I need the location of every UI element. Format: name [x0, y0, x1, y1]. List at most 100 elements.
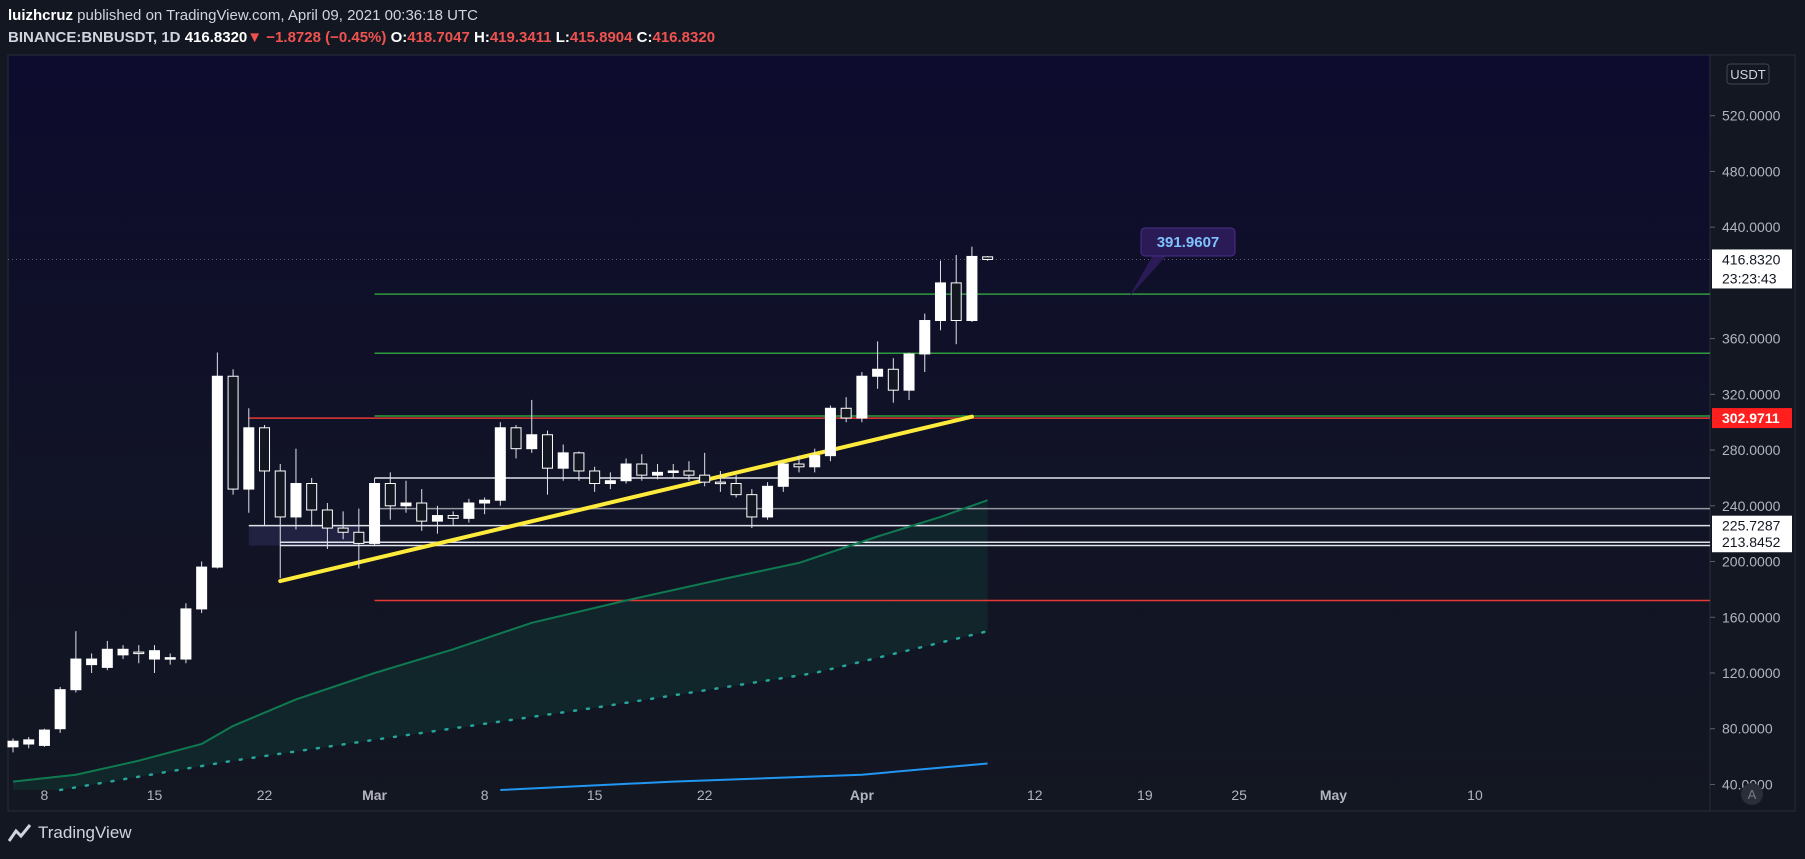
- candle-down: [227, 375, 239, 490]
- close-label: C:: [636, 29, 653, 46]
- chart-pane[interactable]: [7, 54, 1711, 812]
- publish-info: luizhcruz published on TradingView.com, …: [8, 7, 478, 24]
- y-tick-label: 320.0000: [1722, 386, 1781, 402]
- price-scale[interactable]: [1709, 54, 1796, 812]
- price-label-box: [1712, 408, 1792, 429]
- candle-down: [321, 509, 333, 529]
- low-value: 415.8904: [569, 29, 633, 46]
- author-name[interactable]: luizhcruz: [8, 7, 74, 24]
- y-tick-label: 520.0000: [1722, 108, 1781, 124]
- candle-up: [856, 375, 868, 419]
- candle-up: [290, 483, 302, 518]
- candle-up: [934, 282, 946, 322]
- price-label-text: 23:23:43: [1722, 270, 1777, 286]
- candle-up: [903, 353, 915, 391]
- candle-up: [463, 502, 475, 519]
- x-tick-label: Apr: [850, 787, 875, 803]
- tradingview-brand: TradingView: [38, 823, 132, 842]
- y-tick-label: 480.0000: [1722, 163, 1781, 179]
- price-label-box: [1712, 515, 1792, 536]
- published-text: published on TradingView.com, April 09, …: [73, 7, 478, 24]
- x-tick-label: 15: [147, 787, 163, 803]
- candle-down: [746, 494, 758, 518]
- annotation-text: 391.9607: [1157, 234, 1220, 251]
- x-tick-label: 12: [1027, 787, 1043, 803]
- annotation-pointer: [1129, 255, 1167, 298]
- candle-up: [180, 608, 192, 660]
- close-value: 416.8320: [652, 29, 716, 46]
- price-label-box: [1712, 249, 1792, 270]
- candle-up: [824, 407, 836, 457]
- candle-up: [7, 740, 19, 748]
- candle-up: [526, 434, 538, 450]
- candle-down: [353, 531, 365, 544]
- candle-down: [337, 527, 349, 533]
- auto-scale-label: A: [1748, 787, 1757, 802]
- candle-up: [23, 739, 35, 745]
- candle-up: [762, 485, 774, 518]
- candle-up: [86, 658, 98, 666]
- down-arrow-icon: ▼: [247, 29, 263, 46]
- candle-up: [196, 566, 208, 610]
- x-tick-label: Mar: [362, 787, 387, 803]
- candle-up: [369, 483, 381, 544]
- candle-down: [636, 463, 648, 476]
- x-tick-label: 19: [1137, 787, 1153, 803]
- candle-up: [777, 463, 789, 487]
- y-tick-label: 360.0000: [1722, 331, 1781, 347]
- symbol-name[interactable]: BINANCE:BNBUSDT, 1D: [8, 29, 181, 46]
- candle-up: [211, 375, 223, 568]
- candle-up: [70, 658, 82, 691]
- candle-down: [573, 452, 585, 472]
- candle-up: [872, 368, 884, 377]
- candle-down: [982, 256, 994, 260]
- candle-up: [38, 729, 50, 746]
- low-label: L:: [555, 29, 570, 46]
- candle-down: [887, 368, 899, 391]
- candle-up: [966, 255, 978, 322]
- y-tick-label: 120.0000: [1722, 665, 1781, 681]
- candle-up: [400, 502, 412, 507]
- candle-up: [667, 470, 679, 473]
- price-change: −1.8728 (−0.45%): [266, 29, 387, 46]
- candle-down: [510, 427, 522, 450]
- y-tick-label: 160.0000: [1722, 609, 1781, 625]
- tradingview-footer[interactable]: TradingView: [8, 823, 132, 843]
- price-label-text: 302.9711: [1722, 410, 1780, 426]
- candle-up: [494, 427, 506, 501]
- price-label-text: 225.7287: [1722, 518, 1781, 534]
- y-tick-label: 200.0000: [1722, 554, 1781, 570]
- candle-down: [730, 483, 742, 496]
- price-label-box: [1712, 532, 1792, 553]
- annotation-box: [1140, 227, 1236, 257]
- candle-up: [557, 452, 569, 469]
- candle-down: [793, 463, 805, 468]
- x-tick-label: 22: [257, 787, 273, 803]
- x-tick-label: 10: [1467, 787, 1483, 803]
- x-tick-label: May: [1320, 787, 1347, 803]
- y-tick-label: 280.0000: [1722, 442, 1781, 458]
- candle-down: [699, 474, 711, 483]
- candle-down: [133, 651, 145, 655]
- candle-up: [101, 648, 113, 668]
- candle-up: [809, 455, 821, 468]
- open-value: 418.7047: [407, 29, 470, 46]
- x-tick-label: 15: [587, 787, 603, 803]
- candle-down: [384, 483, 396, 507]
- candle-up: [479, 499, 491, 504]
- y-tick-label: 240.0000: [1722, 498, 1781, 514]
- yellow-trendline: [278, 414, 974, 584]
- green-moving-average: [12, 499, 988, 783]
- candle-down: [683, 470, 695, 476]
- dotted-moving-average: [58, 629, 989, 792]
- consolidation-box: [248, 525, 359, 546]
- candle-up: [604, 480, 616, 485]
- candle-down: [447, 515, 459, 519]
- candle-up: [117, 648, 129, 656]
- x-tick-label: 8: [481, 787, 489, 803]
- high-value: 419.3411: [489, 29, 552, 46]
- candle-down: [306, 483, 318, 511]
- y-tick-label: 80.0000: [1722, 721, 1773, 737]
- candle-down: [589, 470, 601, 485]
